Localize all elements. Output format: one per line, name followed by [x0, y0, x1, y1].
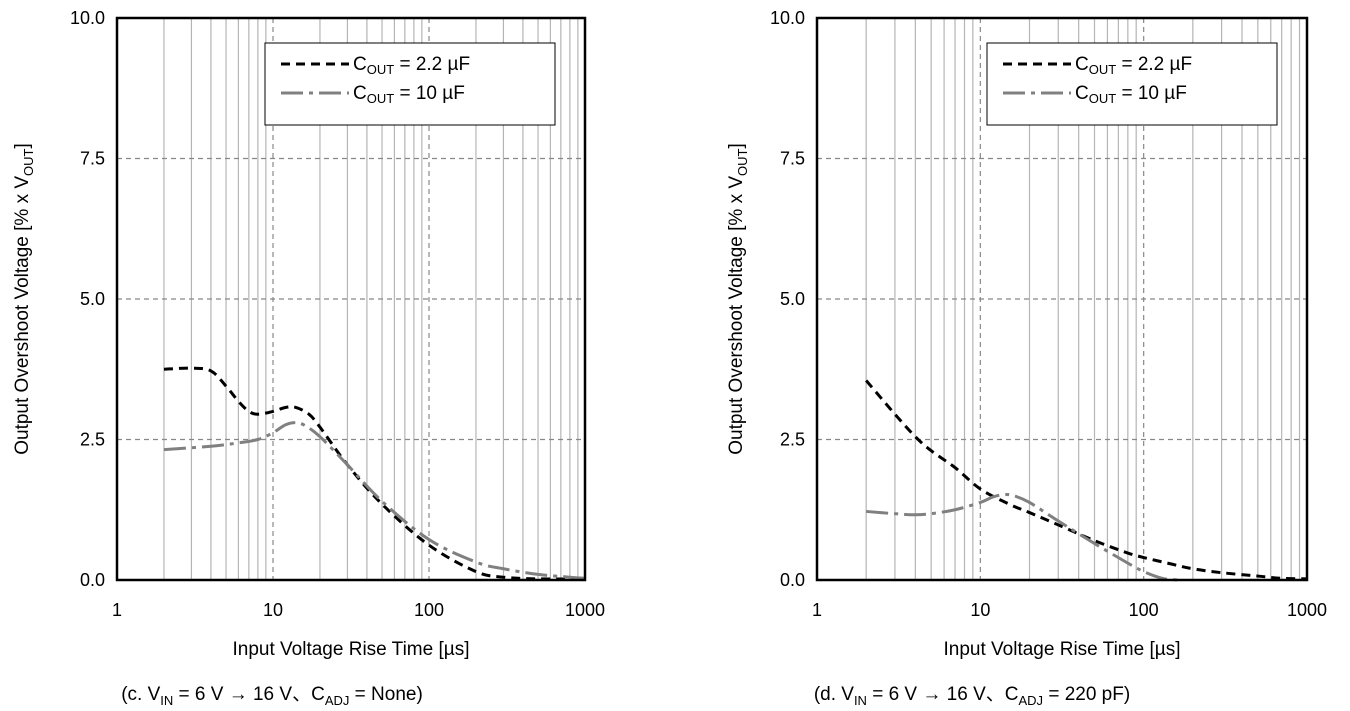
- series-line-1: [865, 379, 1308, 581]
- chart-caption: (d. VIN = 6 V → 16 V、CADJ = 220 pF): [814, 684, 1130, 708]
- y-tick-label: 5.0: [780, 289, 805, 309]
- x-tick-label: 100: [414, 600, 444, 620]
- y-tick-label: 7.5: [780, 149, 805, 169]
- y-tick-label: 10.0: [70, 8, 105, 28]
- chart-panel-1: 0.0 2.5 5.0 7.5 10.0 1 10 100 1000 Input Voltage …: [12, 8, 605, 708]
- legend-label-1: COUT = 2.2 µF: [1075, 54, 1192, 77]
- plot-border: [115, 16, 587, 582]
- x-tick-label: 1000: [1287, 600, 1327, 620]
- y-axis-title: Output Overshoot Voltage [% x VOUT]: [12, 143, 36, 455]
- series-line-2: [866, 492, 1178, 582]
- series-line-1: [163, 366, 586, 581]
- legend: COUT = 2.2 µF COUT = 10 µF: [264, 42, 556, 126]
- legend-label-2: COUT = 10 µF: [1075, 83, 1187, 106]
- x-axis-title: Input Voltage Rise Time [µs]: [233, 639, 470, 660]
- legend-label-2: COUT = 10 µF: [353, 83, 465, 106]
- series-line-2: [163, 421, 586, 580]
- y-tick-label: 2.5: [80, 430, 105, 450]
- y-tick-label: 7.5: [80, 149, 105, 169]
- x-tick-label: 10: [263, 600, 283, 620]
- y-tick-label: 2.5: [780, 430, 805, 450]
- chart-panel-2: 0.0 2.5 5.0 7.5 10.0 1 10 100 1000 Input Voltage …: [726, 8, 1327, 708]
- x-tick-label: 100: [1129, 600, 1159, 620]
- y-tick-label: 0.0: [780, 570, 805, 590]
- x-tick-label: 10: [970, 600, 990, 620]
- y-tick-label: 10.0: [770, 8, 805, 28]
- x-tick-label: 1: [112, 600, 122, 620]
- chart-caption: (c. VIN = 6 V → 16 V、CADJ = None): [121, 684, 423, 708]
- y-tick-label: 0.0: [80, 570, 105, 590]
- x-tick-label: 1: [812, 600, 822, 620]
- x-tick-label: 1000: [565, 600, 605, 620]
- plot-border: [815, 16, 1309, 582]
- legend-label-1: COUT = 2.2 µF: [353, 54, 470, 77]
- legend-box: [986, 42, 1278, 126]
- legend-box: [264, 42, 556, 126]
- x-axis-title: Input Voltage Rise Time [µs]: [944, 639, 1181, 660]
- y-axis-title: Output Overshoot Voltage [% x VOUT]: [726, 143, 750, 455]
- legend: COUT = 2.2 µF COUT = 10 µF: [986, 42, 1278, 126]
- y-tick-label: 5.0: [80, 289, 105, 309]
